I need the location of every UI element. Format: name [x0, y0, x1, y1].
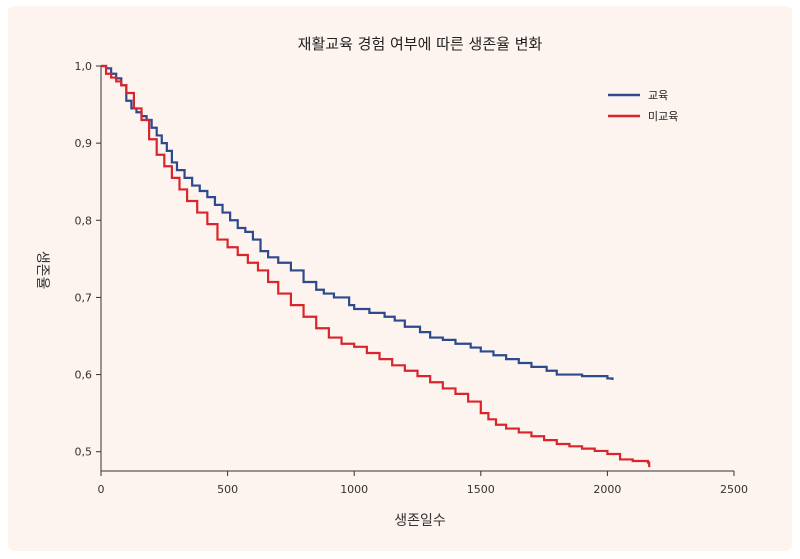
chart-title: 재활교육 경험 여부에 따른 생존율 변화	[298, 35, 543, 53]
y-tick-label: 1,0	[75, 60, 93, 73]
series-line-no-education	[101, 64, 651, 468]
y-tick-label: 0,7	[75, 291, 93, 304]
legend-label-no-education: 미교육	[648, 110, 678, 123]
x-axis-title: 생존일수	[394, 513, 446, 529]
x-tick-label: 1000	[340, 483, 368, 496]
y-axis-title: 생존율	[34, 251, 50, 290]
x-tick-label: 2500	[720, 483, 748, 496]
x-tick-label: 2000	[593, 483, 621, 496]
y-tick-label: 0,6	[75, 369, 93, 382]
series-lines	[101, 64, 651, 468]
x-tick-label: 1500	[467, 483, 495, 496]
y-tick-label: 0,5	[75, 446, 93, 459]
y-tick-label: 0,9	[75, 137, 93, 150]
axes: 0 500 1000 1500 2000 2500 0,5 0,6 0,7 0,8 0,9 1,0	[75, 60, 749, 496]
chart-background	[8, 6, 792, 551]
series-line-education	[101, 64, 614, 380]
y-tick-label: 0,8	[75, 214, 93, 227]
legend-label-education: 교육	[648, 89, 668, 102]
x-tick-label: 0	[98, 483, 105, 496]
x-tick-label: 500	[217, 483, 238, 496]
